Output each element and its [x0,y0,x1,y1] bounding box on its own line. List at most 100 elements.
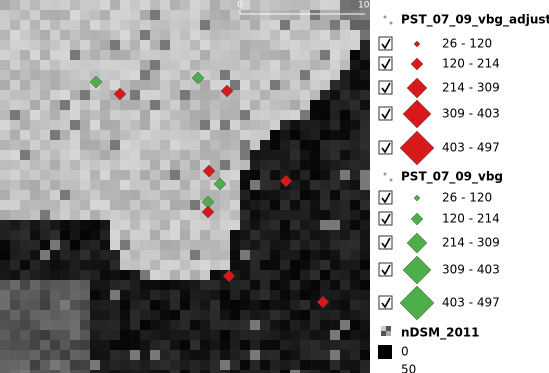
raster-cell [290,330,300,340]
raster-cell [220,360,230,370]
raster-cell [70,230,80,240]
raster-cell [310,30,320,40]
raster-cell [0,250,10,260]
raster-cell [110,190,120,200]
raster-cell [340,160,350,170]
raster-cell [60,250,70,260]
raster-cell [60,260,70,270]
raster-cell [10,260,20,270]
raster-cell [200,260,210,270]
raster-cell [100,290,110,300]
raster-cell [140,110,150,120]
raster-cell [270,190,280,200]
raster-cell [0,0,10,10]
raster-cell [120,160,130,170]
raster-cell [50,70,60,80]
raster-cell [70,70,80,80]
raster-cell [100,90,110,100]
raster-cell [240,110,250,120]
raster-cell [300,90,310,100]
raster-cell [300,260,310,270]
raster-cell [360,130,370,140]
raster-cell [30,260,40,270]
raster-cell [190,310,200,320]
raster-cell [130,20,140,30]
raster-cell [190,330,200,340]
raster-cell [130,0,140,10]
raster-cell [290,60,300,70]
raster-cell [80,340,90,350]
raster-cell [80,0,90,10]
raster-cell [300,70,310,80]
raster-cell [160,190,170,200]
raster-cell [0,170,10,180]
raster-cell [10,140,20,150]
raster-cell [90,310,100,320]
raster-cell [40,40,50,50]
raster-cell [140,130,150,140]
raster-cell [60,300,70,310]
raster-cell [270,250,280,260]
raster-cell [220,100,230,110]
raster-cell [170,90,180,100]
raster-cell [340,270,350,280]
raster-cell [270,290,280,300]
raster-cell [0,160,10,170]
raster-cell [160,130,170,140]
raster-cell [320,260,330,270]
raster-cell [240,290,250,300]
raster-cell [260,310,270,320]
raster-cell [230,70,240,80]
raster-cell [170,360,180,370]
raster-cell [10,170,20,180]
raster-cell [200,290,210,300]
raster-cell [240,20,250,30]
raster-cell [170,230,180,240]
raster-cell [330,60,340,70]
raster-cell [160,0,170,10]
raster-cell [130,270,140,280]
raster-cell [360,250,370,260]
raster-cell [110,220,120,230]
raster-cell [30,90,40,100]
raster-cell [60,340,70,350]
raster-cell [280,210,290,220]
raster-cell [170,290,180,300]
raster-cell [210,320,220,330]
raster-cell [0,140,10,150]
raster-cell [300,320,310,330]
raster-cell [70,130,80,140]
raster-cell [230,170,240,180]
raster-cell [300,110,310,120]
raster-cell [250,200,260,210]
raster-cell [90,100,100,110]
raster-cell [90,320,100,330]
raster-cell [350,60,360,70]
raster-cell [140,70,150,80]
raster-cell [320,70,330,80]
raster-cell [220,130,230,140]
raster-cell [200,40,210,50]
raster-cell [10,40,20,50]
raster-cell [10,360,20,370]
raster-cell [280,10,290,20]
raster-cell [0,80,10,90]
raster-cell [220,30,230,40]
raster-cell [160,270,170,280]
raster-cell [360,290,370,300]
raster-cell [140,140,150,150]
raster-cell [210,90,220,100]
raster-cell [240,330,250,340]
raster-cell [0,330,10,340]
raster-cell [220,260,230,270]
raster-cell [250,90,260,100]
raster-cell [60,350,70,360]
raster-cell [230,130,240,140]
raster-cell [360,320,370,330]
raster-cell [260,250,270,260]
raster-cell [0,70,10,80]
raster-cell [260,210,270,220]
raster-cell [110,310,120,320]
raster-cell [140,190,150,200]
raster-cell [160,70,170,80]
